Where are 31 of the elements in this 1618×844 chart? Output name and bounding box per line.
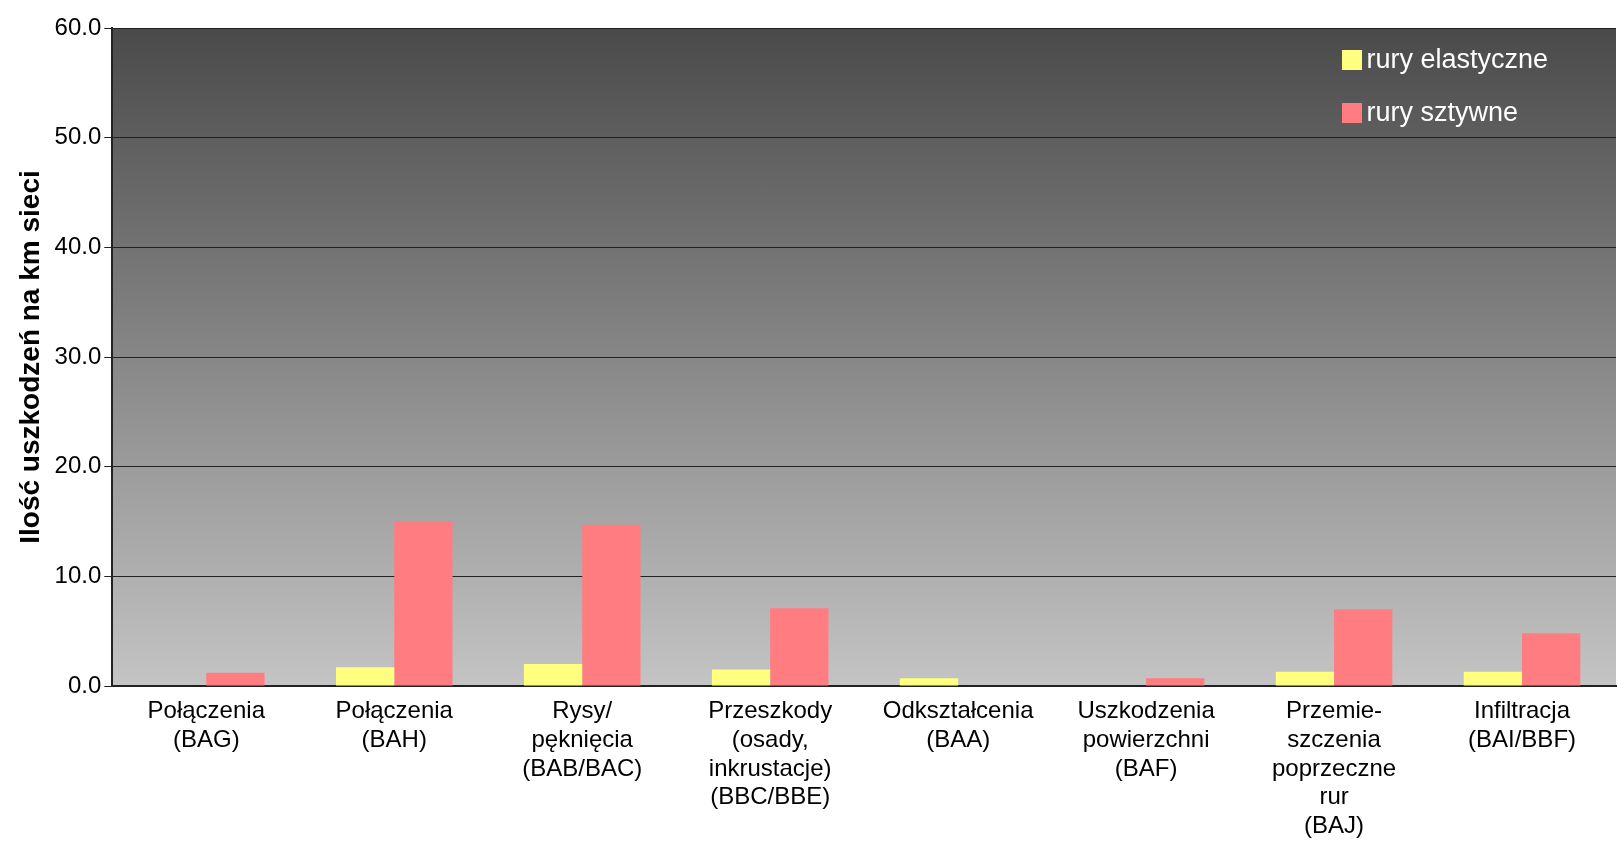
- x-tick-label: Rysy/ pęknięcia (BAB/BAC): [522, 696, 643, 781]
- x-tick-label: Przeszkody (osady, inkrustacje) (BBC/BBE): [708, 696, 833, 810]
- bar: [1275, 671, 1335, 686]
- x-tick-label: Połączenia (BAH): [335, 696, 454, 752]
- bar: [1463, 671, 1523, 686]
- y-tick-label: 40.0: [54, 231, 102, 259]
- y-tick-label: 60.0: [54, 12, 102, 40]
- y-tick-label: 0.0: [67, 670, 102, 698]
- x-tick-label: Połączenia (BAG): [147, 696, 266, 752]
- bar: [1334, 609, 1393, 686]
- x-tick-label: Odkształcenia (BAA): [882, 696, 1035, 752]
- x-tick-label: Infiltracja (BAI/BBF): [1468, 696, 1577, 752]
- bar: [335, 667, 395, 686]
- bar: [582, 524, 641, 686]
- bar: [394, 521, 453, 686]
- y-axis-title: Ilość uszkodzeń na km sieci: [13, 170, 45, 544]
- bar: [206, 672, 265, 686]
- legend-label: rury elastyczne: [1366, 44, 1548, 75]
- bar: [1146, 678, 1205, 686]
- bar: [523, 664, 583, 686]
- y-tick-label: 30.0: [54, 341, 102, 369]
- bar: [1522, 633, 1581, 686]
- y-tick-label: 50.0: [54, 122, 102, 150]
- x-tick-label: Przemie- szczenia poprzeczne rur (BAJ): [1272, 696, 1397, 839]
- legend-label: rury sztywne: [1366, 97, 1518, 128]
- y-tick-label: 10.0: [54, 560, 102, 588]
- bar: [770, 608, 829, 686]
- x-tick-label: Uszkodzenia powierzchni (BAF): [1077, 696, 1216, 781]
- bar: [899, 678, 959, 686]
- bar: [711, 669, 771, 686]
- y-tick-label: 20.0: [54, 451, 102, 479]
